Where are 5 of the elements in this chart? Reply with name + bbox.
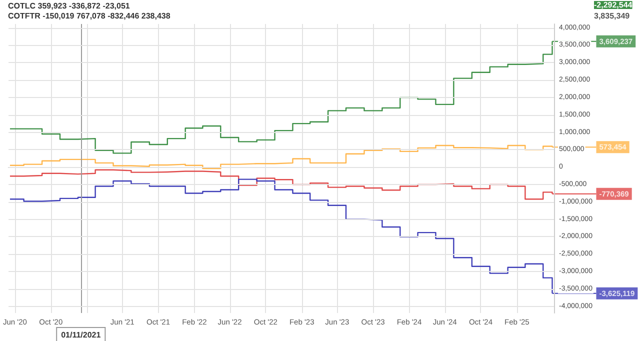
text: -2,292,544 xyxy=(594,0,633,10)
text: 3,835,349 xyxy=(594,12,630,20)
text: COTFTR -150,019 767,078 -832,446 238,438 xyxy=(8,12,171,20)
ref-line-label: 01/11/2021 xyxy=(61,330,102,340)
text: COTLC 359,923 -336,872 -23,051 xyxy=(8,2,130,10)
